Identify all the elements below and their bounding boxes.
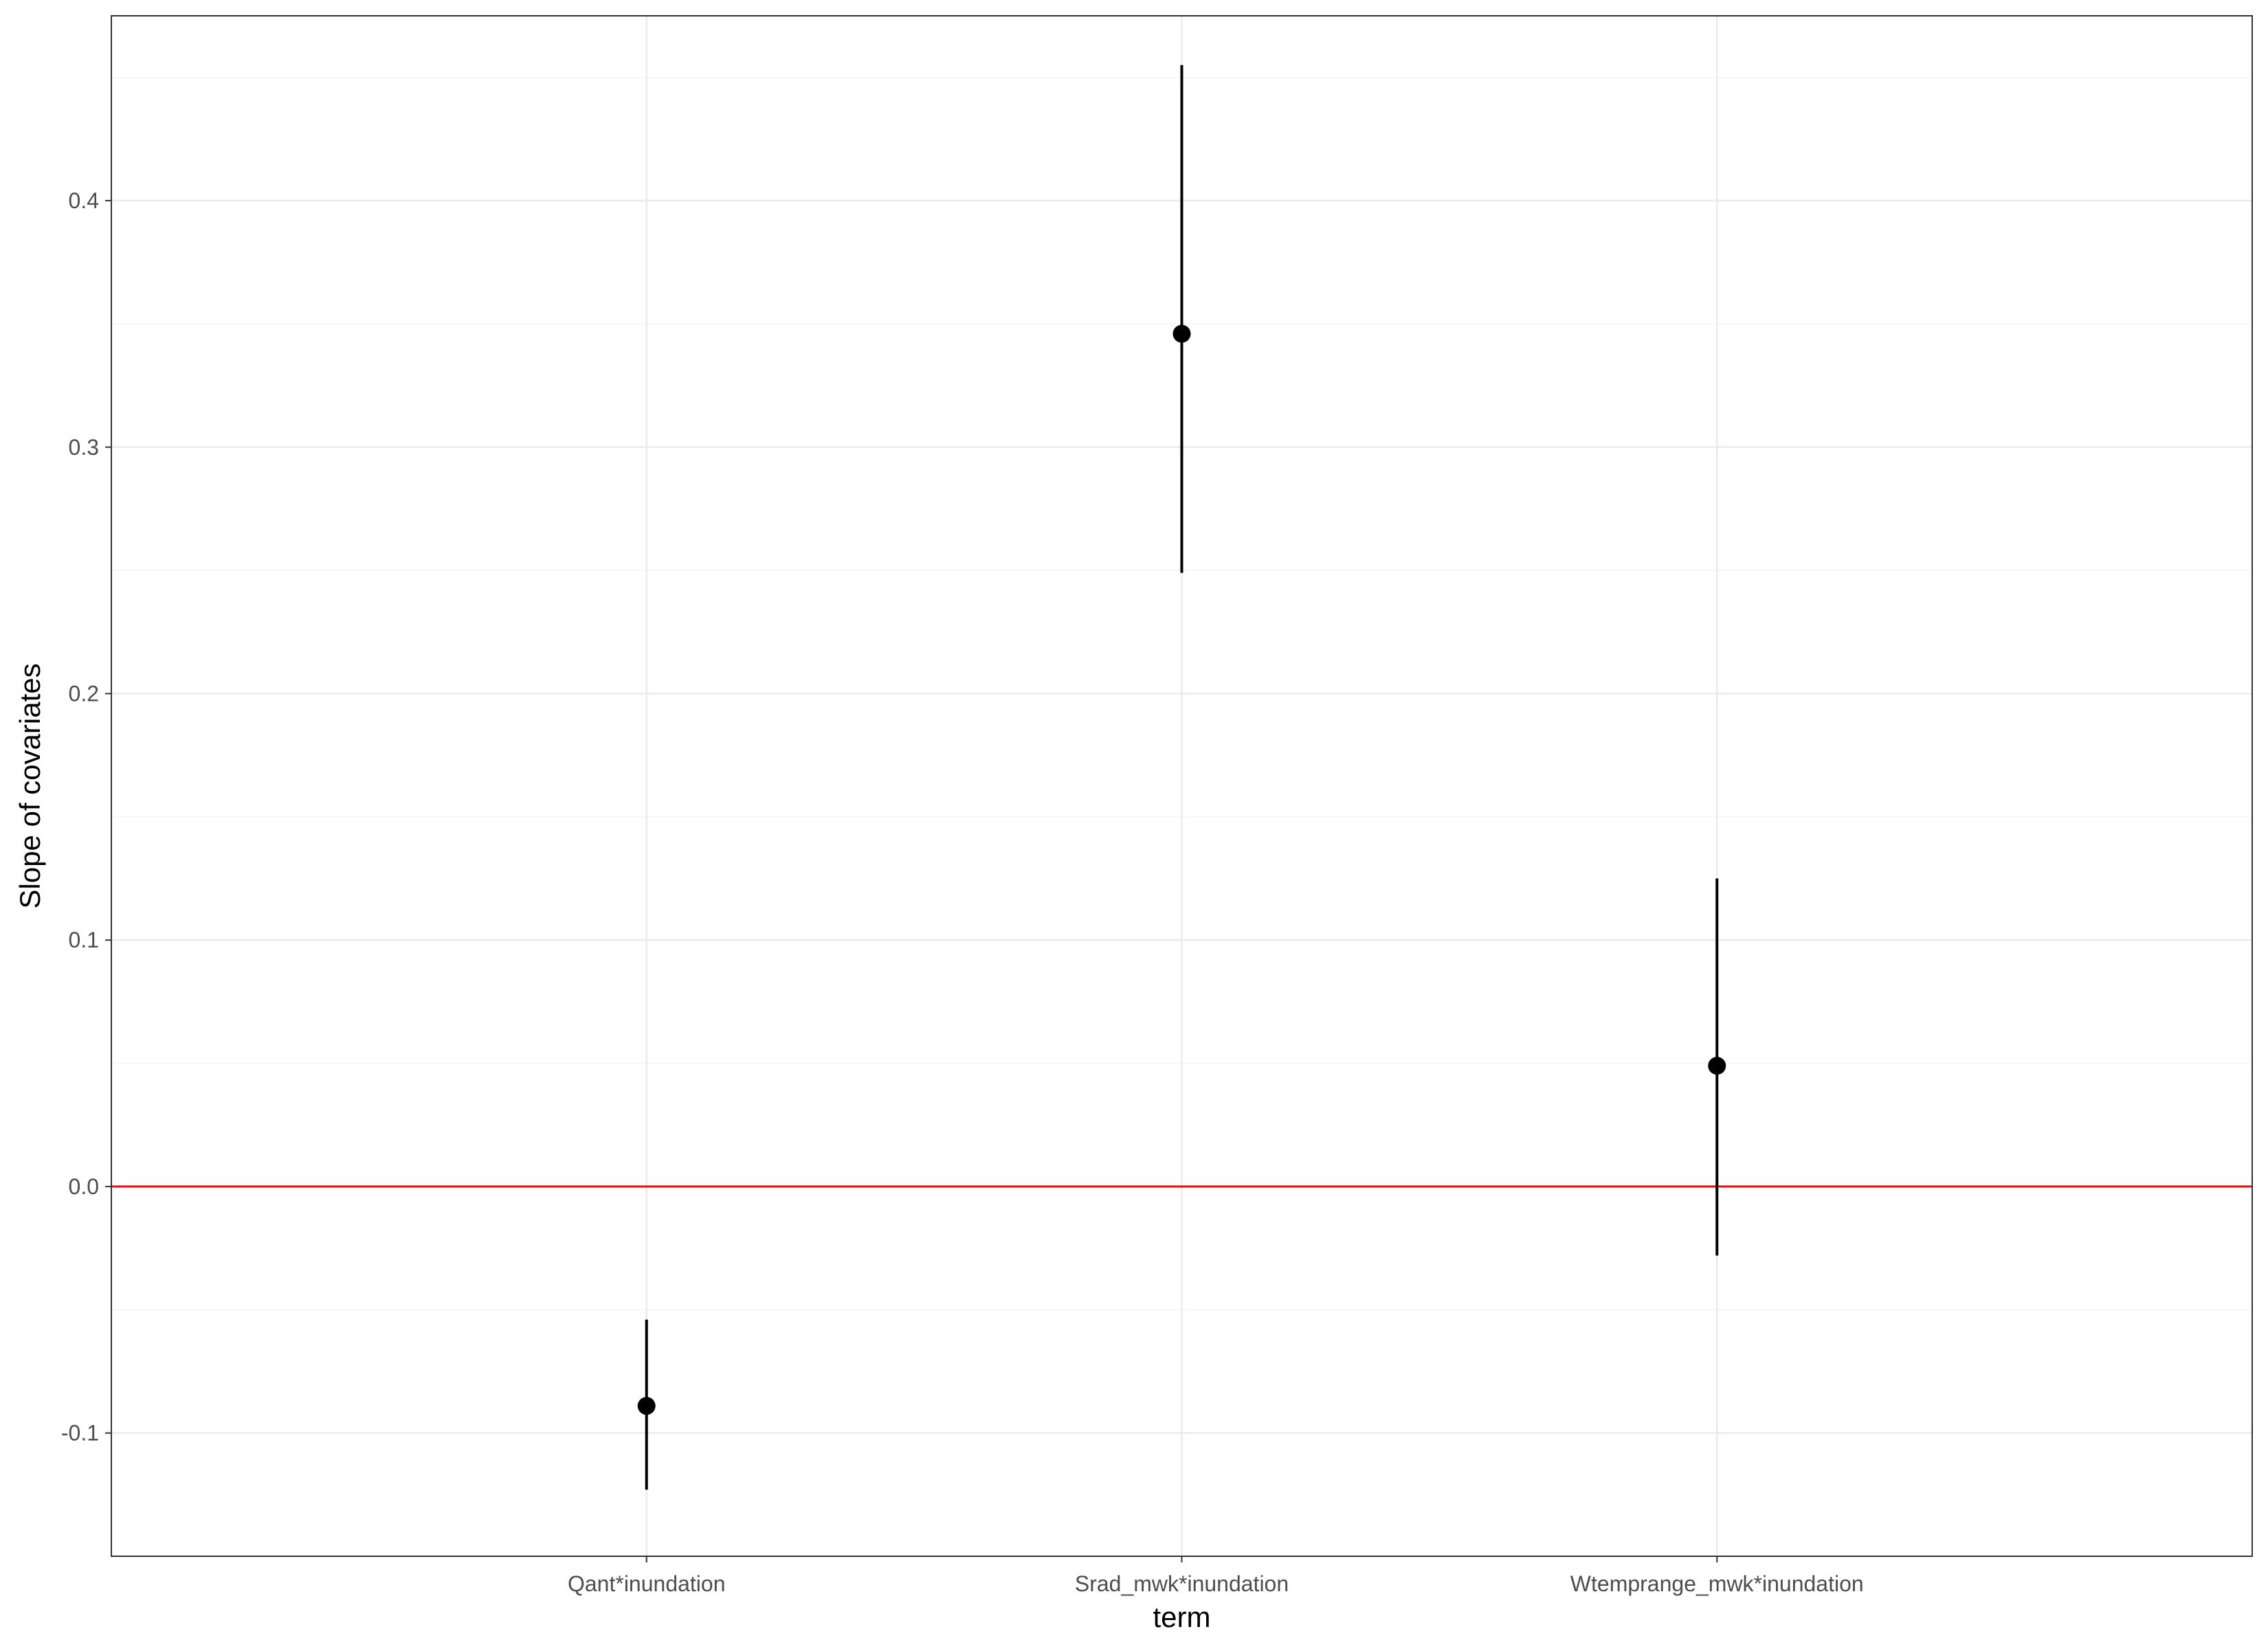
x-tick-label: Srad_mwk*inundation — [1075, 1571, 1289, 1596]
estimate-point — [1708, 1057, 1726, 1075]
estimate-point — [637, 1397, 656, 1415]
y-axis-title: Slope of covariates — [14, 663, 46, 908]
x-axis-tick-labels: Qant*inundation Srad_mwk*inundation Wtempr… — [568, 1571, 1864, 1596]
y-tick-label: 0.1 — [69, 928, 99, 952]
x-axis-title: term — [1153, 1601, 1211, 1633]
x-axis-ticks — [645, 1556, 1718, 1562]
y-tick-label: 0.0 — [69, 1174, 99, 1199]
y-tick-label: 0.4 — [69, 188, 99, 213]
x-tick-label: Qant*inundation — [568, 1571, 726, 1596]
estimate-point — [1172, 324, 1191, 343]
y-tick-label: -0.1 — [61, 1421, 99, 1446]
major-gridlines — [111, 16, 2252, 1556]
y-axis-tick-labels: -0.1 0.0 0.1 0.2 0.3 0.4 — [61, 188, 99, 1446]
y-tick-label: 0.2 — [69, 681, 99, 706]
estimate-points — [637, 324, 1726, 1415]
y-tick-label: 0.3 — [69, 435, 99, 460]
y-axis-ticks — [105, 200, 111, 1434]
x-tick-label: Wtemprange_mwk*inundation — [1570, 1571, 1864, 1596]
